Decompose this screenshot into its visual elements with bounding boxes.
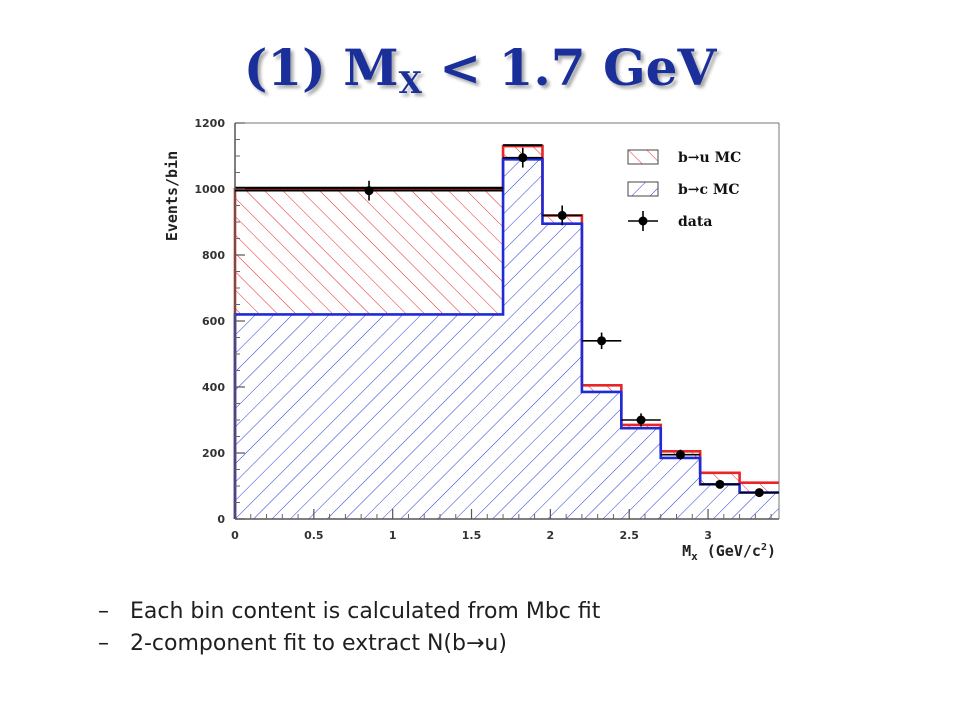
bc-mc-bar <box>581 391 622 519</box>
bc-mc-bar <box>660 457 701 519</box>
slide-title: (1) MX < 1.7 GeV <box>0 38 960 101</box>
bullet-text: Each bin content is calculated from Mbc … <box>130 599 601 624</box>
y-tick-label: 200 <box>202 447 225 460</box>
bc-mc-bar <box>235 314 504 519</box>
bullet-dash: – <box>98 599 109 624</box>
data-point <box>739 488 779 498</box>
data-marker <box>675 450 685 460</box>
bu-mc-bar <box>739 482 779 493</box>
data-marker <box>636 415 646 425</box>
bc-mc-bar <box>621 428 661 519</box>
x-tick-label: 1 <box>389 529 397 542</box>
bullet-item: –2-component fit to extract N(b→u) <box>98 628 600 660</box>
data-marker <box>715 479 725 489</box>
data-point <box>503 147 543 168</box>
legend-entry: b→c MC <box>627 181 740 198</box>
data-point <box>235 180 504 201</box>
bu-mc-bar <box>700 472 740 485</box>
bullet-list: – Each bin content is calculated from Mbc… <box>98 596 600 660</box>
data-point <box>621 413 661 427</box>
y-tick-label: 1000 <box>194 183 225 196</box>
bc-mc-bar <box>542 223 582 519</box>
bc-mc-bar <box>503 159 543 520</box>
legend-data-marker <box>638 216 648 226</box>
legend-entry: data <box>628 211 712 231</box>
data-point <box>660 449 701 460</box>
title-prefix: (1) M <box>243 38 399 97</box>
bu-mc-bar <box>235 189 504 315</box>
legend-label: data <box>678 214 712 230</box>
title-subscript: X <box>398 66 422 101</box>
y-tick-label: 400 <box>202 381 225 394</box>
legend-swatch <box>627 149 659 165</box>
legend-label: b→c MC <box>678 182 740 198</box>
data-marker <box>597 336 607 346</box>
data-marker <box>364 186 374 196</box>
data-marker <box>754 488 764 498</box>
x-tick-label: 0 <box>231 529 239 542</box>
bullet-text: 2-component fit to extract N(b <box>130 631 466 656</box>
y-tick-label: 600 <box>202 315 225 328</box>
bullet-dash: – <box>98 631 109 656</box>
data-point <box>542 205 582 226</box>
arrow-icon: → <box>465 631 485 656</box>
data-marker <box>518 153 528 163</box>
bc-mc-bar <box>700 484 740 519</box>
legend-entry: b→u MC <box>627 149 741 166</box>
title-suffix: < 1.7 GeV <box>421 38 717 97</box>
x-tick-label: 2 <box>547 529 555 542</box>
y-axis-label: Events/bin <box>163 151 181 241</box>
x-tick-label: 2.5 <box>619 529 639 542</box>
legend-swatch <box>627 181 659 197</box>
bu-mc-bar <box>581 385 622 392</box>
legend-label: b→u MC <box>678 150 741 166</box>
y-tick-label: 1200 <box>194 117 225 130</box>
data-point <box>581 332 622 350</box>
bullet-text: u) <box>484 631 507 656</box>
x-tick-label: 1.5 <box>462 529 482 542</box>
y-tick-label: 0 <box>217 513 225 526</box>
data-marker <box>557 210 567 220</box>
x-tick-label: 3 <box>704 529 712 542</box>
x-tick-label: 0.5 <box>304 529 324 542</box>
data-point <box>700 479 740 489</box>
bullet-item: – Each bin content is calculated from Mbc… <box>98 596 600 628</box>
y-tick-label: 800 <box>202 249 225 262</box>
x-axis-label: Mx (GeV/c2) <box>682 542 776 563</box>
